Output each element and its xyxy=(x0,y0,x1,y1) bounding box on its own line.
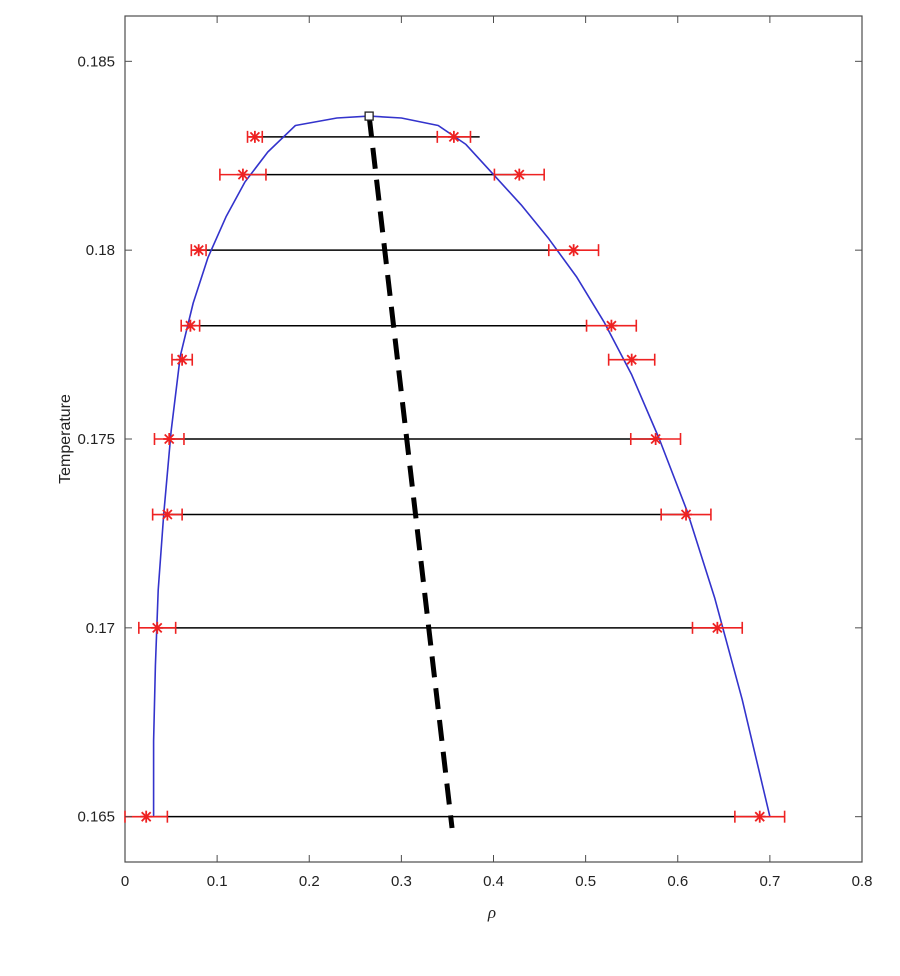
x-tick-label: 0.1 xyxy=(207,873,228,890)
liquid-density-point xyxy=(447,130,460,143)
point-stroke xyxy=(754,811,765,822)
point-stroke xyxy=(164,433,175,445)
plot-area xyxy=(124,111,786,829)
y-axis-label: Temperature xyxy=(57,394,74,484)
axis-ticks: 0 0.1 0.2 0.3 0.4 0.5 0.6 0.7 0.8 0.165 0.17 0.175 0… xyxy=(77,16,872,890)
x-tick-label: 0 xyxy=(121,873,129,890)
point-stroke xyxy=(176,354,188,365)
gas-density-point xyxy=(163,433,176,445)
point-stroke xyxy=(606,320,617,331)
rectilinear-diameter-line xyxy=(366,115,455,829)
x-axis-label: ρ xyxy=(487,903,496,922)
gas-density-point xyxy=(184,319,197,332)
x-tick-label: 0.4 xyxy=(483,873,504,890)
y-tick-label: 0.165 xyxy=(77,809,115,826)
point-stroke xyxy=(568,245,579,256)
point-stroke xyxy=(162,509,173,520)
y-tick-label: 0.17 xyxy=(86,620,115,637)
point-stroke xyxy=(237,169,249,180)
point-stroke xyxy=(712,622,723,633)
y-tick-label: 0.175 xyxy=(77,431,115,448)
x-tick-label: 0.6 xyxy=(667,873,688,890)
critical-point-marker xyxy=(364,111,374,121)
point-stroke xyxy=(152,622,163,633)
gas-density-point xyxy=(248,130,261,143)
point-stroke xyxy=(650,433,661,445)
gas-density-point xyxy=(236,168,249,181)
point-stroke xyxy=(680,509,692,520)
y-tick-label: 0.18 xyxy=(86,242,115,259)
liquid-density-point xyxy=(649,433,662,445)
liquid-density-point xyxy=(753,810,766,823)
liquid-density-point xyxy=(567,244,580,257)
gas-density-point xyxy=(192,244,205,257)
point-stroke xyxy=(626,354,637,365)
x-tick-label: 0.5 xyxy=(575,873,596,890)
liquid-density-point xyxy=(625,353,638,366)
liquid-density-point xyxy=(680,508,693,521)
x-tick-label: 0.7 xyxy=(759,873,780,890)
point-stroke xyxy=(448,131,460,142)
gas-density-point xyxy=(161,508,174,521)
y-tick-label: 0.185 xyxy=(77,53,115,70)
x-tick-label: 0.2 xyxy=(299,873,320,890)
gas-density-point xyxy=(151,621,164,634)
point-stroke xyxy=(193,245,204,256)
point-stroke xyxy=(249,131,261,142)
liquid-density-point xyxy=(711,621,724,634)
point-stroke xyxy=(514,169,525,180)
gas-density-point xyxy=(176,353,189,366)
gas-density-point xyxy=(140,810,153,823)
point-stroke xyxy=(185,320,196,331)
liquid-density-point xyxy=(513,168,526,181)
x-tick-label: 0.8 xyxy=(852,873,873,890)
point-stroke xyxy=(141,811,152,822)
liquid-density-point xyxy=(605,319,618,332)
x-tick-label: 0.3 xyxy=(391,873,412,890)
